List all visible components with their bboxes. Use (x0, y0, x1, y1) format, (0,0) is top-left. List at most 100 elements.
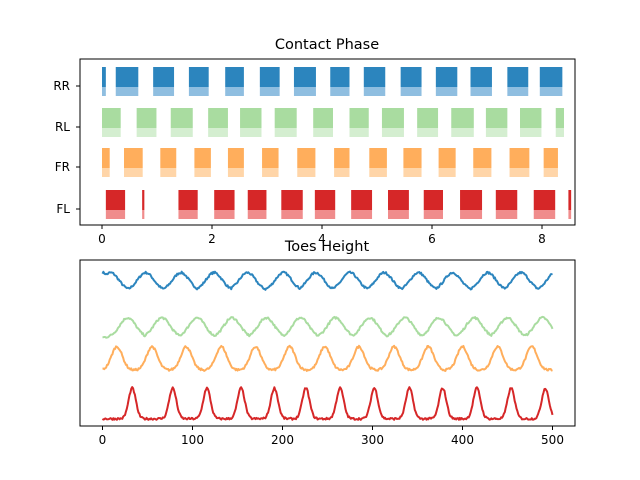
contact-bar-shadow-RL-13 (555, 128, 564, 137)
toes-height-line-FR (102, 344, 553, 372)
contact-bar-shadow-FL-8 (388, 210, 409, 219)
contact-bar-FR-12 (509, 148, 530, 168)
contact-bar-shadow-FR-1 (124, 168, 143, 177)
contact-bar-shadow-FL-4 (247, 210, 267, 219)
contact-bar-RL-7 (349, 108, 369, 128)
toes-height-line-RR (101, 270, 553, 291)
contact-bar-RL-13 (555, 108, 564, 128)
contact-bar-RR-6 (293, 67, 316, 87)
contact-bar-FR-13 (543, 148, 558, 168)
contact-bar-shadow-FR-9 (403, 168, 422, 177)
contact-bar-shadow-FL-2 (178, 210, 198, 219)
contact-bars (102, 67, 572, 219)
contact-bar-shadow-FL-12 (533, 210, 556, 219)
contact-bar-FL-11 (495, 190, 518, 210)
contact-bar-FL-12 (533, 190, 556, 210)
contact-bar-shadow-RL-6 (313, 128, 333, 137)
contact-bar-RL-12 (520, 108, 542, 128)
x-tick-label-8: 8 (538, 232, 546, 246)
x-tick-label-500: 500 (541, 433, 564, 447)
contact-bar-RL-3 (208, 108, 228, 128)
contact-bar-RL-5 (274, 108, 297, 128)
contact-bar-shadow-FR-0 (102, 168, 110, 177)
contact-bar-FL-10 (460, 190, 483, 210)
contact-bar-shadow-FL-7 (351, 210, 373, 219)
toes-height-lines (101, 270, 554, 421)
contact-bar-shadow-RR-9 (400, 87, 422, 96)
contact-bar-FR-8 (369, 148, 387, 168)
contact-bar-RL-11 (485, 108, 508, 128)
contact-bar-shadow-RR-11 (470, 87, 492, 96)
contact-phase-x-ticks: 0 2 4 6 8 (98, 225, 546, 246)
contact-bar-shadow-FR-4 (227, 168, 244, 177)
contact-bar-shadow-RL-12 (520, 128, 542, 137)
contact-bar-RR-7 (330, 67, 350, 87)
contact-bar-FR-2 (160, 148, 177, 168)
contact-bar-FL-9 (423, 190, 443, 210)
contact-bar-RR-4 (225, 67, 244, 87)
contact-bar-RL-1 (136, 108, 157, 128)
y-tick-label-FR: FR (55, 160, 70, 174)
contact-bar-shadow-RR-2 (153, 87, 175, 96)
contact-bar-shadow-FR-3 (194, 168, 211, 177)
contact-bar-shadow-RR-13 (539, 87, 563, 96)
contact-bar-shadow-RL-4 (240, 128, 262, 137)
y-tick-label-FL: FL (56, 202, 70, 216)
contact-bar-FL-0 (105, 190, 126, 210)
toes-height-x-ticks: 0 100 200 300 400 500 (99, 426, 564, 447)
contact-bar-RR-9 (400, 67, 422, 87)
toes-height-axes-frame (79, 259, 576, 427)
contact-bar-RR-13 (539, 67, 563, 87)
contact-bar-FR-7 (334, 148, 350, 168)
contact-bar-RL-8 (381, 108, 404, 128)
contact-bar-FL-6 (314, 190, 336, 210)
contact-bar-FR-1 (124, 148, 143, 168)
contact-bar-shadow-RL-3 (208, 128, 228, 137)
contact-bar-FL-5 (281, 190, 303, 210)
contact-bar-shadow-RR-3 (188, 87, 209, 96)
x-tick-label-4: 4 (318, 232, 326, 246)
contact-bar-shadow-RL-11 (485, 128, 508, 137)
contact-bar-shadow-FL-1 (142, 210, 145, 219)
contact-bar-shadow-RL-0 (102, 128, 121, 137)
y-tick-label-RL: RL (55, 120, 70, 134)
contact-bar-FL-2 (178, 190, 198, 210)
contact-bar-RR-1 (115, 67, 139, 87)
contact-bar-FL-8 (388, 190, 409, 210)
contact-bar-RL-0 (102, 108, 121, 128)
contact-bar-shadow-RL-9 (417, 128, 439, 137)
contact-bar-shadow-RL-2 (170, 128, 193, 137)
contact-bar-RR-0 (102, 67, 106, 87)
contact-bar-shadow-RL-8 (381, 128, 404, 137)
contact-bar-shadow-FR-12 (509, 168, 530, 177)
contact-bar-shadow-FL-5 (281, 210, 303, 219)
contact-phase-y-ticks: FL FR RL RR (53, 79, 80, 216)
contact-bar-shadow-FR-10 (438, 168, 456, 177)
toes-height-line-FL (101, 386, 554, 421)
contact-bar-FL-7 (351, 190, 373, 210)
x-tick-label-0: 0 (99, 433, 107, 447)
contact-bar-RR-5 (259, 67, 280, 87)
contact-bar-shadow-FR-2 (160, 168, 177, 177)
contact-bar-shadow-RR-7 (330, 87, 350, 96)
x-tick-label-100: 100 (181, 433, 204, 447)
x-tick-label-300: 300 (361, 433, 384, 447)
contact-bar-shadow-RR-4 (225, 87, 244, 96)
contact-phase-title: Contact Phase (275, 37, 379, 53)
toes-height-panel: 0 100 200 300 400 500 Toes Height (79, 239, 576, 447)
contact-bar-shadow-RR-8 (363, 87, 386, 96)
contact-bar-shadow-FL-9 (423, 210, 443, 219)
contact-bar-shadow-RR-5 (259, 87, 280, 96)
contact-bar-shadow-FR-8 (369, 168, 387, 177)
contact-bar-FR-6 (297, 148, 316, 168)
contact-bar-FR-0 (102, 148, 110, 168)
contact-bar-RL-10 (451, 108, 474, 128)
contact-bar-shadow-RL-7 (349, 128, 369, 137)
contact-bar-RR-11 (470, 67, 492, 87)
contact-bar-shadow-RR-10 (435, 87, 458, 96)
contact-bar-FL-1 (142, 190, 145, 210)
contact-bar-shadow-FR-5 (262, 168, 279, 177)
x-tick-label-0: 0 (98, 232, 106, 246)
contact-bar-FR-5 (262, 148, 279, 168)
toes-height-title: Toes Height (284, 239, 370, 255)
